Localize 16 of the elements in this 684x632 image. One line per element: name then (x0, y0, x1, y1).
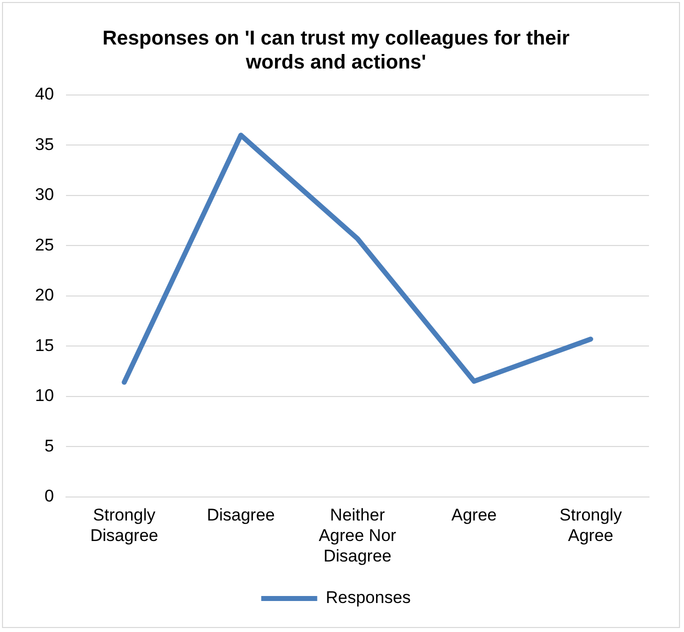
chart-title: Responses on 'I can trust my colleagues for their words and actions' (102, 28, 570, 74)
x-tick-label: Disagree (206, 506, 275, 525)
y-tick-label: 10 (34, 386, 54, 406)
y-tick-label: 15 (34, 336, 54, 355)
x-tick-label: Strongly Agree (560, 506, 622, 546)
y-tick-label: 35 (34, 134, 54, 154)
y-tick-label: 30 (34, 185, 54, 204)
y-tick-label: 20 (34, 286, 54, 305)
y-tick-label: 25 (34, 235, 54, 254)
legend-label: Responses (326, 588, 411, 608)
y-tick-label: 5 (44, 436, 54, 456)
x-tick-label: Strongly Disagree (90, 506, 158, 546)
x-tick-label: Neither Agree Nor Disagree (318, 506, 397, 566)
y-tick-label: 0 (44, 486, 54, 506)
x-tick-label: Agree (451, 506, 497, 525)
y-tick-label: 40 (34, 84, 54, 104)
